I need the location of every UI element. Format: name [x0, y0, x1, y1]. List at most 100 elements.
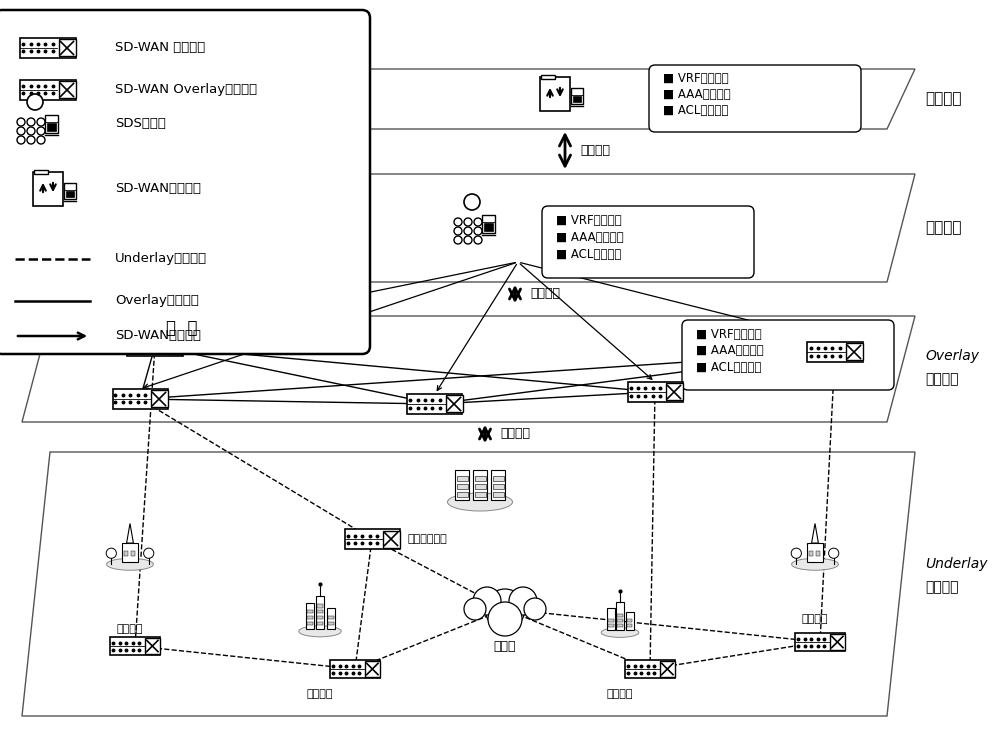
- Bar: [666, 383, 682, 401]
- Circle shape: [464, 598, 486, 620]
- Bar: [617, 619, 623, 622]
- Text: ■ ACL规则匹配: ■ ACL规则匹配: [696, 361, 761, 374]
- Text: 数据平面: 数据平面: [925, 580, 958, 594]
- Text: 覆盖服务: 覆盖服务: [500, 427, 530, 440]
- Text: 管理平面: 管理平面: [925, 92, 962, 106]
- Bar: [809, 550, 813, 556]
- Bar: [317, 616, 323, 619]
- Circle shape: [464, 227, 472, 235]
- Text: 企业分支: 企业分支: [607, 689, 633, 699]
- Bar: [20, 38, 76, 58]
- Bar: [484, 223, 493, 231]
- Bar: [807, 342, 862, 362]
- Text: Overlay数据通道: Overlay数据通道: [115, 294, 199, 308]
- Circle shape: [454, 227, 462, 235]
- Circle shape: [454, 236, 462, 244]
- Ellipse shape: [448, 493, 512, 511]
- FancyBboxPatch shape: [542, 206, 754, 278]
- Text: ■ AAA规则匹配: ■ AAA规则匹配: [696, 344, 764, 357]
- Circle shape: [474, 236, 482, 244]
- Bar: [457, 492, 468, 497]
- Text: ■ VRF规则匹配: ■ VRF规则匹配: [696, 328, 762, 341]
- Bar: [830, 634, 845, 650]
- Bar: [317, 622, 323, 625]
- Bar: [573, 95, 581, 102]
- Bar: [795, 633, 845, 651]
- Bar: [625, 660, 675, 678]
- Circle shape: [488, 602, 522, 636]
- Bar: [382, 531, 400, 548]
- Bar: [492, 484, 504, 489]
- Circle shape: [37, 127, 45, 135]
- Bar: [816, 550, 820, 556]
- Bar: [607, 608, 615, 631]
- Text: 互联网: 互联网: [494, 639, 516, 653]
- Circle shape: [27, 127, 35, 135]
- Bar: [327, 608, 335, 629]
- Bar: [608, 619, 614, 622]
- Circle shape: [474, 218, 482, 226]
- Bar: [330, 660, 380, 678]
- Bar: [626, 612, 634, 631]
- Text: ■ ACL规则管理: ■ ACL规则管理: [663, 103, 728, 117]
- Bar: [64, 183, 76, 199]
- Bar: [482, 215, 495, 233]
- Text: SDS控制器: SDS控制器: [115, 117, 166, 131]
- Bar: [628, 382, 682, 402]
- Bar: [58, 40, 76, 57]
- Text: Underlay: Underlay: [925, 557, 988, 571]
- Circle shape: [509, 587, 537, 615]
- Bar: [492, 492, 504, 497]
- Bar: [110, 637, 160, 655]
- Bar: [20, 80, 76, 100]
- Text: SD-WAN 边缘网关: SD-WAN 边缘网关: [115, 42, 205, 54]
- Ellipse shape: [792, 559, 838, 570]
- Bar: [344, 529, 400, 549]
- Circle shape: [17, 136, 25, 144]
- Bar: [307, 616, 313, 619]
- Polygon shape: [812, 523, 818, 543]
- Bar: [846, 344, 862, 360]
- Circle shape: [27, 136, 35, 144]
- Bar: [307, 622, 313, 625]
- Bar: [124, 550, 128, 556]
- Bar: [365, 661, 380, 677]
- FancyBboxPatch shape: [34, 170, 48, 174]
- Bar: [627, 624, 632, 628]
- Bar: [457, 476, 468, 481]
- Circle shape: [464, 194, 480, 210]
- Bar: [316, 597, 324, 629]
- Text: ■ ACL规则计算: ■ ACL规则计算: [556, 248, 621, 261]
- Bar: [571, 88, 583, 104]
- Text: Overlay: Overlay: [925, 349, 979, 363]
- Bar: [807, 543, 823, 562]
- Text: 数据平面: 数据平面: [925, 372, 958, 386]
- Bar: [408, 394, 462, 414]
- Text: 企业分支: 企业分支: [802, 614, 828, 624]
- Bar: [328, 622, 334, 625]
- Circle shape: [17, 118, 25, 126]
- Bar: [491, 470, 505, 500]
- Text: 控制通道: 控制通道: [530, 288, 560, 300]
- Bar: [473, 470, 487, 500]
- Bar: [131, 550, 135, 556]
- Circle shape: [464, 236, 472, 244]
- Bar: [608, 624, 614, 628]
- Text: ■ VRF规则管理: ■ VRF规则管理: [663, 73, 729, 85]
- Bar: [122, 543, 138, 562]
- Circle shape: [474, 227, 482, 235]
- Text: 企业分支: 企业分支: [117, 624, 143, 634]
- Text: 管理通道: 管理通道: [580, 145, 610, 158]
- Bar: [660, 661, 675, 677]
- Bar: [328, 616, 334, 619]
- Bar: [128, 336, 182, 356]
- Text: 图  例: 图 例: [166, 319, 198, 337]
- Text: SD-WAN应用服务: SD-WAN应用服务: [115, 183, 201, 195]
- Circle shape: [485, 589, 525, 629]
- Bar: [457, 484, 468, 489]
- Circle shape: [144, 548, 154, 559]
- Ellipse shape: [107, 559, 153, 570]
- Text: 企业数据中心: 企业数据中心: [408, 534, 448, 544]
- Text: ■ AAA规则计算: ■ AAA规则计算: [556, 231, 624, 244]
- FancyBboxPatch shape: [540, 77, 570, 111]
